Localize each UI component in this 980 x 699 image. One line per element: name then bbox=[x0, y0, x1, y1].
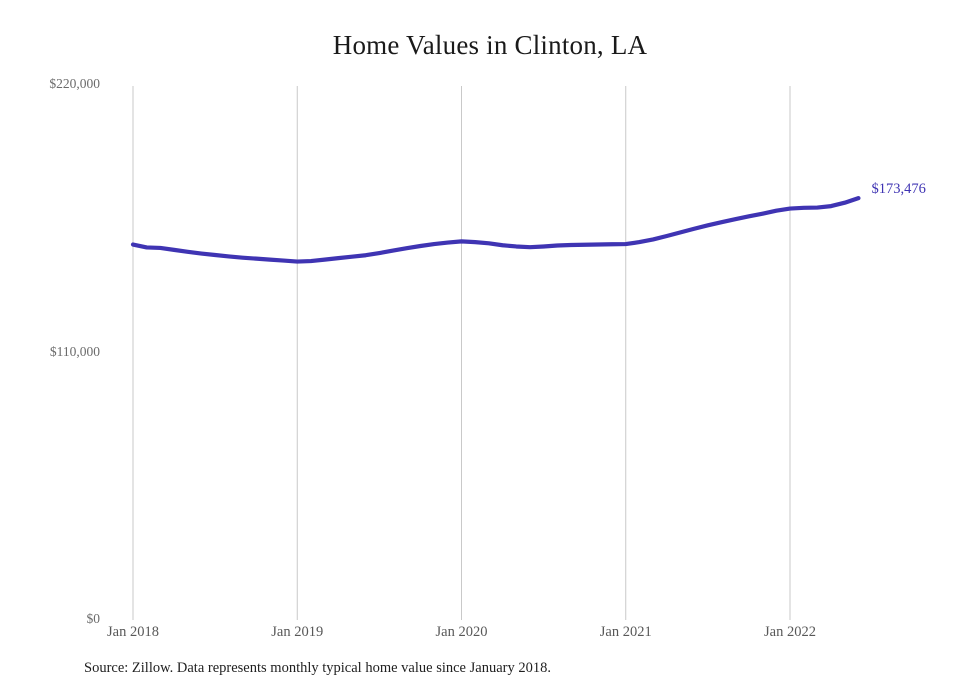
x-axis-tick-jan-2022: Jan 2022 bbox=[764, 624, 816, 640]
source-note: Source: Zillow. Data represents monthly … bbox=[84, 660, 551, 676]
y-axis-tick-0: $0 bbox=[86, 611, 101, 626]
chart-gridlines bbox=[132, 86, 791, 620]
x-axis-tick-jan-2019: Jan 2019 bbox=[271, 624, 324, 640]
page-title: Home Values in Clinton, LA bbox=[332, 30, 648, 60]
series-line-0[interactable] bbox=[130, 196, 861, 264]
y-axis-tick-220000: $220,000 bbox=[49, 76, 100, 91]
x-axis-tick-jan-2020: Jan 2020 bbox=[435, 624, 488, 640]
x-axis-tick-jan-2018: Jan 2018 bbox=[107, 624, 159, 640]
y-axis-tick-110000: $110,000 bbox=[49, 343, 100, 359]
end-value-label-0: $173,476 bbox=[871, 181, 926, 198]
chart-series-group[interactable] bbox=[130, 196, 861, 264]
x-axis-tick-jan-2021: Jan 2021 bbox=[599, 624, 652, 640]
